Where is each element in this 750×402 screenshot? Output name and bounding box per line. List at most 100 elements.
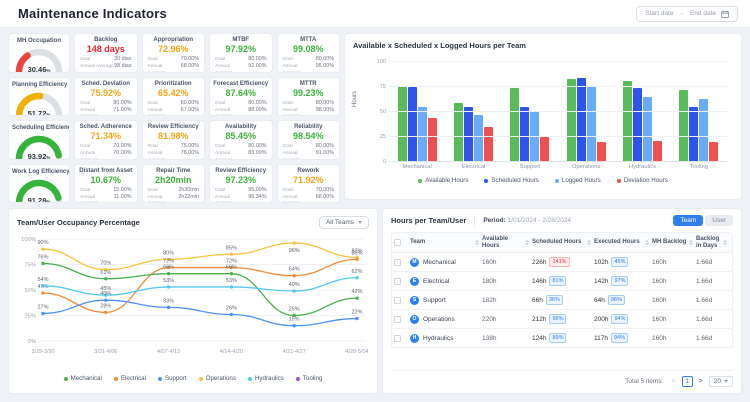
legend-item-logged-hours[interactable]: Logged Hours bbox=[554, 177, 601, 184]
legend-item-support[interactable]: Support bbox=[157, 375, 187, 382]
data-point bbox=[355, 316, 359, 321]
table-row-support[interactable]: S Support 182h 66h 36% 64h 96% 160h 1.66d bbox=[392, 291, 732, 310]
kpi-title: Review Efficiency bbox=[147, 124, 199, 130]
team-name: Mechanical bbox=[423, 258, 456, 266]
legend-dot bbox=[63, 376, 68, 381]
bar-group-hydraulics bbox=[614, 62, 670, 162]
total-items-label: Total 5 items bbox=[625, 378, 662, 385]
data-point bbox=[292, 324, 296, 328]
user-toggle-button[interactable]: User bbox=[705, 215, 733, 226]
kpi-title: Availability bbox=[225, 124, 257, 130]
team-toggle-button[interactable]: Team bbox=[673, 215, 704, 226]
legend-item-operations[interactable]: Operations bbox=[198, 375, 236, 382]
gauge-min-label: 0 bbox=[16, 71, 18, 72]
line-series-mechanical bbox=[42, 262, 358, 317]
data-label: 66% bbox=[226, 265, 237, 271]
legend-item-deviation-hours[interactable]: Deviation Hours bbox=[616, 177, 668, 184]
kpi-card-forecast-efficiency: Forecast Efficiency 87.64% Goal 80.00% An… bbox=[209, 76, 273, 116]
data-point bbox=[292, 274, 296, 278]
table-row-hydraulics[interactable]: H Hydraulics 138h 124h 89% 117h 94% 160h 1.… bbox=[392, 329, 732, 348]
legend-item-mechanical[interactable]: Mechanical bbox=[63, 375, 102, 382]
kpi-card-distant-from-asset: Distant from Asset 10.67% Goal 15.00% Ann… bbox=[74, 163, 138, 203]
sort-icon[interactable] bbox=[475, 240, 479, 245]
row-checkbox[interactable] bbox=[394, 259, 401, 266]
page-size-select[interactable]: 20 bbox=[708, 376, 733, 387]
x-tick-label: 4/14-4/20 bbox=[220, 349, 243, 355]
row-checkbox[interactable] bbox=[394, 335, 401, 342]
sort-icon[interactable] bbox=[525, 240, 529, 245]
table-row-mechanical[interactable]: M Mechanical 160h 226h 141% 102h 45% 160h 1… bbox=[392, 253, 732, 272]
gauge-mh-occupation: 30.46% 0 100 bbox=[12, 45, 66, 72]
page-number-button[interactable]: 1 bbox=[681, 376, 693, 387]
data-label: 49% bbox=[289, 282, 300, 288]
data-label: 53% bbox=[163, 278, 174, 284]
legend-item-available-hours[interactable]: Available Hours bbox=[418, 177, 468, 184]
team-name: Support bbox=[423, 296, 446, 304]
team-name: Operations bbox=[423, 315, 455, 323]
data-label: 96% bbox=[289, 248, 300, 254]
row-checkbox[interactable] bbox=[394, 316, 401, 323]
row-checkbox[interactable] bbox=[394, 297, 401, 304]
kpi-title: Forecast Efficiency bbox=[213, 80, 269, 87]
legend-item-tooling[interactable]: Tooling bbox=[295, 375, 322, 382]
bar bbox=[520, 107, 530, 162]
table-row-electrical[interactable]: E Electrical 180h 146h 81% 142h 97% 160h 1.… bbox=[392, 272, 732, 291]
kpi-title: Repair Time bbox=[156, 167, 191, 174]
data-point bbox=[166, 271, 171, 276]
data-label: 40% bbox=[100, 291, 111, 297]
kpi-title: MTTA bbox=[300, 37, 317, 43]
date-range-picker[interactable]: Start date → End date bbox=[636, 5, 738, 22]
sort-icon[interactable] bbox=[723, 240, 727, 245]
kpi-grid: MH Occupation 30.46% 0 100 Backlog 148 d… bbox=[8, 33, 340, 203]
bar bbox=[622, 81, 632, 162]
gauge-title: Scheduling Efficiency bbox=[12, 125, 70, 131]
x-tick-label: Tooling bbox=[689, 164, 708, 170]
bar-group-support bbox=[502, 62, 558, 162]
kpi-title: Sched. Deviation bbox=[81, 80, 130, 87]
start-date-field[interactable]: Start date bbox=[645, 10, 674, 17]
bar-chart-panel: Available x Scheduled x Logged Hours per… bbox=[344, 33, 742, 200]
prev-page-button[interactable]: < bbox=[671, 378, 676, 385]
sort-icon[interactable] bbox=[645, 240, 649, 245]
data-label: 80% bbox=[351, 250, 362, 256]
table-footer: Total 5 items < 1 > 20 bbox=[391, 370, 733, 387]
table-row-operations[interactable]: O Operations 220h 212h 96% 200h 94% 160h 1.… bbox=[392, 310, 732, 329]
sort-icon[interactable] bbox=[689, 240, 693, 245]
bar bbox=[642, 97, 652, 162]
next-page-button[interactable]: > bbox=[698, 378, 703, 385]
legend-item-hydraulics[interactable]: Hydraulics bbox=[247, 375, 284, 382]
data-label: 15% bbox=[289, 317, 300, 323]
row-checkbox[interactable] bbox=[394, 278, 401, 285]
bar bbox=[566, 79, 576, 162]
select-all-checkbox[interactable] bbox=[394, 239, 401, 246]
bar bbox=[540, 137, 550, 162]
y-tick-label: 100% bbox=[21, 237, 36, 243]
data-point bbox=[104, 298, 108, 302]
bar bbox=[453, 103, 463, 162]
data-point bbox=[41, 284, 45, 288]
bar bbox=[709, 142, 719, 162]
data-point bbox=[41, 291, 45, 295]
legend-item-scheduled-hours[interactable]: Scheduled Hours bbox=[484, 177, 539, 184]
end-date-field[interactable]: End date bbox=[689, 10, 716, 17]
gauge-title: MH Occupation bbox=[16, 38, 61, 44]
line-chart-title: Team/User Occupancy Percentage bbox=[17, 218, 140, 227]
x-tick-label: 3/31-4/06 bbox=[94, 349, 117, 355]
data-point bbox=[229, 285, 234, 289]
data-point bbox=[104, 277, 108, 281]
team-filter-select[interactable]: All Teams bbox=[318, 216, 369, 229]
x-tick-label: Support bbox=[519, 164, 540, 170]
sort-icon[interactable] bbox=[587, 240, 591, 245]
legend-item-electrical[interactable]: Electrical bbox=[113, 375, 146, 382]
annual-average-label: Annual Average bbox=[80, 64, 114, 70]
avatar: O bbox=[410, 314, 419, 324]
kpi-card-prioritization: Prioritization 65.42% Goal 60.00% Annual … bbox=[141, 76, 205, 116]
bar bbox=[427, 118, 437, 162]
bar-group-operations bbox=[558, 62, 614, 162]
kpi-title: Reliability bbox=[294, 124, 323, 130]
data-point bbox=[166, 305, 171, 310]
x-tick-label: 3/29-3/30 bbox=[31, 349, 54, 355]
data-point bbox=[229, 265, 234, 270]
